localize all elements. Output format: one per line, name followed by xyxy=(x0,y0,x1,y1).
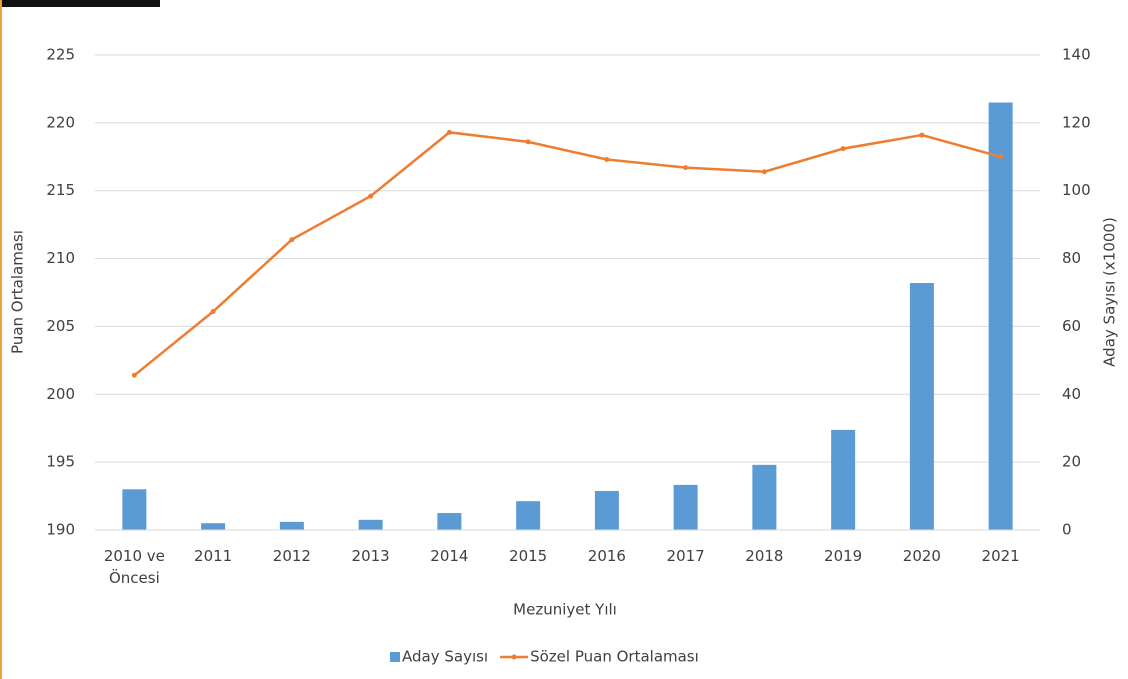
x-tick-label: 2010 ve Öncesi xyxy=(103,547,165,587)
x-tick-label: 2020 xyxy=(902,547,941,565)
y-tick-label: 210 xyxy=(46,249,75,267)
y-tick-label: 195 xyxy=(46,453,75,471)
x-tick-label: 2013 xyxy=(351,547,390,565)
x-tick-label: 2012 xyxy=(272,547,311,565)
y2-tick-label: 0 xyxy=(1062,521,1072,539)
legend-label: Sözel Puan Ortalaması xyxy=(530,648,699,666)
x-tick-label: 2017 xyxy=(666,547,705,565)
bar xyxy=(752,464,777,530)
bar xyxy=(516,501,541,530)
line-point xyxy=(919,132,925,138)
y2-tick-label: 60 xyxy=(1062,317,1081,335)
decor-bar xyxy=(0,0,160,7)
legend-swatch xyxy=(511,654,517,660)
bar xyxy=(831,429,856,530)
line-point xyxy=(368,193,374,199)
x-tick-label: 2021 xyxy=(981,547,1020,565)
x-tick-label: 2018 xyxy=(745,547,784,565)
y-tick-label: 190 xyxy=(46,521,75,539)
line-point xyxy=(683,165,689,171)
bar xyxy=(673,484,698,530)
bar xyxy=(594,490,619,530)
decor-border xyxy=(0,0,2,679)
bar xyxy=(437,513,462,530)
y-tick-label: 205 xyxy=(46,317,75,335)
legend-swatch xyxy=(390,652,400,662)
bar xyxy=(122,489,147,530)
x-tick-label: 2015 xyxy=(509,547,548,565)
bar xyxy=(909,283,934,530)
y2-tick-label: 40 xyxy=(1062,385,1081,403)
y-tick-label: 200 xyxy=(46,385,75,403)
y-tick-label: 220 xyxy=(46,113,75,131)
bar xyxy=(201,523,226,530)
line-point xyxy=(604,157,610,162)
legend-label: Aday Sayısı xyxy=(402,648,488,666)
line-point xyxy=(289,237,295,243)
line-point xyxy=(210,309,216,314)
y-tick-label: 225 xyxy=(46,46,75,64)
line xyxy=(133,131,1001,377)
x-tick-label: 2016 xyxy=(587,547,626,565)
line-point xyxy=(525,139,531,145)
x-tick-label: 2019 xyxy=(824,547,863,565)
line-point xyxy=(840,146,846,152)
y2-tick-label: 140 xyxy=(1062,46,1091,64)
y2-tick-label: 120 xyxy=(1062,113,1091,131)
x-tick-label: 2014 xyxy=(430,547,469,565)
y-axis-title: Puan Ortalaması xyxy=(9,230,27,354)
x-tick-label: 2011 xyxy=(194,547,233,565)
bar xyxy=(988,102,1013,530)
bar xyxy=(358,519,383,530)
y2-tick-label: 20 xyxy=(1062,453,1081,471)
bar xyxy=(279,521,304,530)
line-point xyxy=(998,154,1004,160)
line-point xyxy=(446,129,452,135)
line-point xyxy=(761,169,767,175)
y2-axis-title: Aday Sayısı (x1000) xyxy=(1101,217,1119,367)
x-axis-title: Mezuniyet Yılı xyxy=(513,601,617,619)
y2-tick-label: 100 xyxy=(1062,181,1091,199)
line-point xyxy=(131,372,137,378)
y-tick-label: 215 xyxy=(46,181,75,199)
y2-tick-label: 80 xyxy=(1062,249,1081,267)
